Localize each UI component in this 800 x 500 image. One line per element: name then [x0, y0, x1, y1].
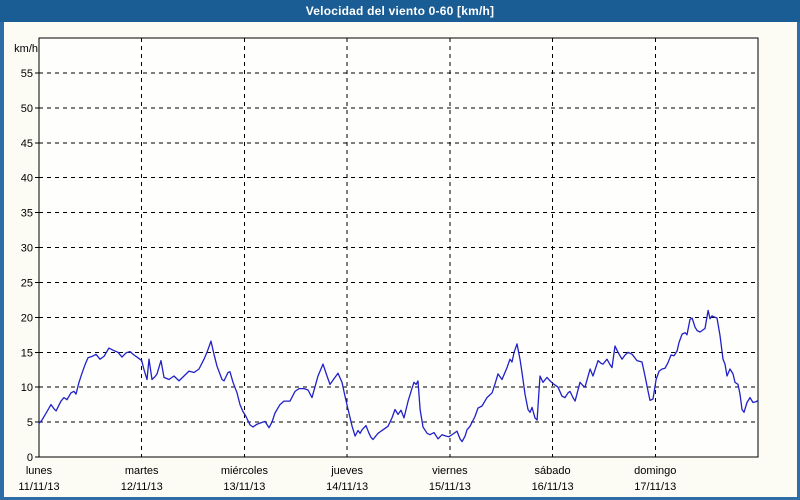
y-tick-label: 45 [21, 138, 33, 150]
window-border-bottom [0, 497, 800, 500]
plot-background [39, 38, 758, 457]
x-tick-day-name: martes [125, 465, 159, 477]
x-tick-date: 11/11/13 [18, 481, 59, 493]
x-tick-date: 12/11/13 [121, 481, 163, 493]
y-tick-label: 30 [21, 243, 33, 255]
x-tick-date: 15/11/13 [429, 481, 471, 493]
x-tick-day-name: sábado [535, 465, 571, 477]
y-tick-label: 55 [21, 68, 33, 80]
x-tick-date: 14/11/13 [326, 481, 368, 493]
y-tick-label: 0 [27, 452, 33, 464]
y-tick-label: 35 [21, 208, 33, 220]
window-border-left [0, 22, 4, 500]
y-tick-label: 25 [21, 277, 33, 289]
x-tick-day-name: jueves [330, 465, 363, 477]
title-bar: Velocidad del viento 0-60 [km/h] [0, 0, 800, 22]
y-tick-label: 10 [21, 382, 33, 394]
x-tick-day-name: lunes [26, 465, 53, 477]
x-tick-date: 16/11/13 [532, 481, 574, 493]
y-tick-label: 50 [21, 103, 33, 115]
y-tick-label: 15 [21, 347, 33, 359]
plot-frame [38, 37, 759, 458]
x-tick-day-name: miércoles [221, 465, 269, 477]
x-tick-date: 13/11/13 [223, 481, 265, 493]
chart-title: Velocidad del viento 0-60 [km/h] [305, 4, 495, 18]
x-tick-day-name: domingo [634, 465, 676, 477]
y-axis-unit-label: km/h [14, 43, 38, 55]
window-border-right [797, 22, 800, 500]
x-tick-day-name: viernes [432, 465, 468, 477]
wind-speed-line [38, 309, 759, 443]
y-tick-label: 20 [21, 312, 33, 324]
x-tick-date: 17/11/13 [634, 481, 676, 493]
y-tick-label: 5 [27, 417, 33, 429]
y-tick-label: 40 [21, 173, 33, 185]
